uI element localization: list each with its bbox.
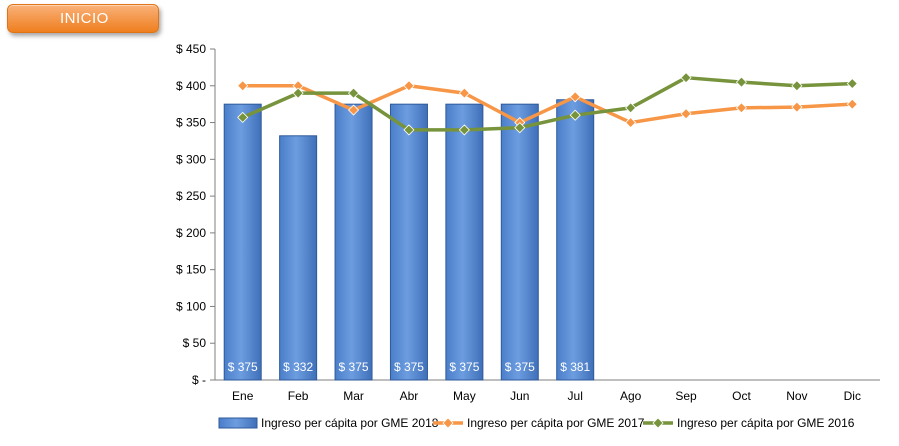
bar-data-label: $ 332 (283, 360, 313, 374)
x-tick-label: Dic (844, 389, 861, 403)
bar-data-label: $ 375 (505, 360, 535, 374)
bar (223, 103, 262, 381)
series-marker (791, 101, 803, 113)
y-tick-label: $ 50 (183, 336, 207, 350)
bar (556, 99, 595, 381)
legend-label: Ingreso per cápita por GME 2017 (467, 416, 645, 430)
x-tick-label: Sep (675, 389, 697, 403)
legend-label: Ingreso per cápita por GME 2016 (677, 416, 855, 430)
y-tick-label: $ 450 (176, 42, 206, 56)
legend-swatch-marker (652, 417, 664, 429)
y-tick-label: $ 200 (176, 226, 206, 240)
y-tick-label: $ 150 (176, 263, 206, 277)
x-tick-label: May (453, 389, 476, 403)
series-marker (625, 116, 637, 129)
series-marker (403, 80, 415, 92)
y-tick-label: $ 400 (176, 79, 206, 93)
series-marker (458, 87, 470, 99)
bar-data-label: $ 381 (560, 360, 590, 374)
y-tick-label: $ - (192, 373, 206, 387)
series-marker (403, 124, 415, 136)
series-marker (680, 108, 692, 120)
y-tick-label: $ 300 (176, 152, 206, 166)
series-line (242, 75, 853, 132)
x-tick-label: Feb (288, 389, 309, 403)
series-marker (569, 91, 581, 103)
x-tick-label: Ene (232, 389, 254, 403)
series-marker (569, 109, 581, 121)
series-marker (735, 102, 748, 114)
bar (334, 103, 373, 381)
x-tick-label: Mar (343, 389, 364, 403)
inicio-button[interactable]: INICIO (7, 4, 159, 33)
series-marker (680, 72, 692, 84)
x-tick-label: Ago (620, 389, 642, 403)
bar (389, 103, 428, 381)
series-marker (347, 104, 360, 116)
series-marker (458, 124, 470, 136)
bar (500, 103, 539, 381)
series-marker (846, 78, 858, 90)
series-marker (514, 122, 526, 134)
series-marker (237, 80, 249, 92)
series-line (242, 84, 853, 125)
legend-swatch-marker (442, 417, 454, 429)
legend-swatch-bar (218, 417, 258, 429)
series-marker (292, 87, 304, 99)
x-tick-label: Abr (400, 389, 419, 403)
series-marker (347, 87, 360, 99)
bar (445, 103, 484, 381)
bar-data-label: $ 375 (394, 360, 424, 374)
y-tick-label: $ 100 (176, 299, 206, 313)
bar-data-label: $ 375 (339, 360, 369, 374)
bar-data-label: $ 375 (228, 360, 258, 374)
y-tick-label: $ 350 (176, 116, 206, 130)
x-tick-label: Jul (568, 389, 583, 403)
x-tick-label: Jun (510, 389, 529, 403)
y-tick-label: $ 250 (176, 189, 206, 203)
series-marker (791, 80, 803, 92)
series-marker (237, 111, 249, 123)
x-tick-label: Nov (786, 389, 807, 403)
bar-data-label: $ 375 (449, 360, 479, 374)
series-marker (846, 98, 858, 110)
series-marker (625, 102, 637, 114)
x-tick-label: Oct (732, 389, 751, 403)
series-marker (735, 76, 748, 88)
bar (279, 135, 318, 381)
legend-label: Ingreso per cápita por GME 2018 (261, 416, 439, 430)
